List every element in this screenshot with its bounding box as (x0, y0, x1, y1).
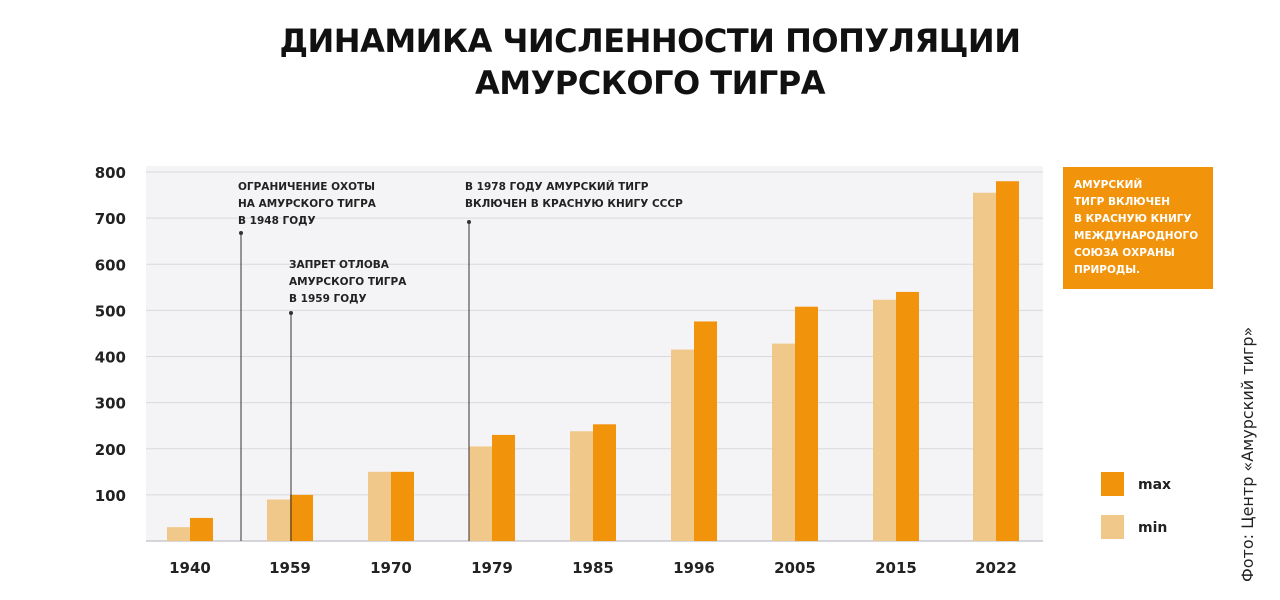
annotation-2-line-3: В 1959 ГОДУ (289, 293, 367, 305)
callout-line-5: СОЮЗА ОХРАНЫ (1074, 247, 1175, 259)
callout-line-4: МЕЖДУНАРОДНОГО (1074, 230, 1199, 242)
bar-min-2015 (873, 299, 896, 541)
legend-label-max: max (1138, 477, 1171, 493)
x-tick-label-1959: 1959 (269, 559, 311, 577)
bar-min-1985 (570, 431, 593, 541)
annotation-1-line-3: В 1948 ГОДУ (238, 215, 316, 227)
y-tick-label-600: 600 (95, 256, 126, 274)
y-tick-label-300: 300 (95, 395, 126, 413)
callout-line-2: ТИГР ВКЛЮЧЕН (1074, 196, 1171, 208)
bar-min-2005 (772, 343, 795, 541)
annotation-3-line-2: ВКЛЮЧЕН В КРАСНУЮ КНИГУ СССР (465, 198, 683, 210)
x-tick-label-1970: 1970 (370, 559, 412, 577)
bar-max-1985 (593, 424, 616, 541)
bar-min-1940 (167, 527, 190, 541)
chart-title-line-2: АМУРСКОГО ТИГРА (474, 64, 826, 102)
x-tick-label-1979: 1979 (471, 559, 513, 577)
bar-min-1996 (671, 349, 694, 541)
bar-max-2005 (795, 306, 818, 541)
bar-max-1996 (694, 321, 717, 541)
bar-max-2015 (896, 291, 919, 541)
annotation-marker-dot-3 (467, 220, 471, 224)
y-tick-label-100: 100 (95, 487, 126, 505)
legend-swatch-min (1101, 515, 1124, 539)
x-tick-label-2022: 2022 (975, 559, 1017, 577)
bar-min-1970 (368, 471, 391, 541)
x-tick-label-2005: 2005 (774, 559, 816, 577)
annotation-1-line-2: НА АМУРСКОГО ТИГРА (238, 198, 377, 210)
annotation-2-line-1: ЗАПРЕТ ОТЛОВА (289, 259, 390, 271)
annotation-3-line-1: В 1978 ГОДУ АМУРСКИЙ ТИГР (465, 180, 649, 193)
x-tick-label-1996: 1996 (673, 559, 715, 577)
legend-swatch-max (1101, 472, 1124, 496)
bar-max-2022 (996, 181, 1019, 541)
y-tick-label-500: 500 (95, 302, 126, 320)
y-tick-label-400: 400 (95, 349, 126, 367)
bar-max-1940 (190, 517, 213, 541)
bar-min-1979 (469, 446, 492, 541)
annotation-marker-dot-1 (239, 231, 243, 235)
photo-credit: Фото: Центр «Амурский тигр» (1238, 326, 1257, 582)
bar-max-1979 (492, 434, 515, 541)
y-tick-label-700: 700 (95, 210, 126, 228)
y-tick-label-200: 200 (95, 441, 126, 459)
iucn-callout-box: АМУРСКИЙ ТИГР ВКЛЮЧЕН В КРАСНУЮ КНИГУ МЕ… (1063, 167, 1213, 289)
chart-title-line-1: ДИНАМИКА ЧИСЛЕННОСТИ ПОПУЛЯЦИИ (279, 22, 1021, 60)
annotation-marker-dot-2 (289, 311, 293, 315)
x-tick-label-1985: 1985 (572, 559, 614, 577)
legend-label-min: min (1138, 520, 1167, 536)
y-tick-label-800: 800 (95, 164, 126, 182)
callout-line-6: ПРИРОДЫ. (1074, 264, 1141, 276)
bar-max-1970 (391, 471, 414, 541)
bar-max-1959 (290, 494, 313, 541)
x-tick-label-1940: 1940 (169, 559, 211, 577)
x-tick-label-2015: 2015 (875, 559, 917, 577)
annotation-1-line-1: ОГРАНИЧЕНИЕ ОХОТЫ (238, 181, 375, 193)
chart-title: ДИНАМИКА ЧИСЛЕННОСТИ ПОПУЛЯЦИИ АМУРСКОГО… (0, 20, 1280, 104)
bar-min-1959 (267, 499, 290, 541)
bar-min-2022 (973, 192, 996, 541)
callout-line-1: АМУРСКИЙ (1074, 179, 1143, 191)
annotation-2-line-2: АМУРСКОГО ТИГРА (289, 276, 407, 288)
callout-line-3: В КРАСНУЮ КНИГУ (1074, 213, 1192, 225)
